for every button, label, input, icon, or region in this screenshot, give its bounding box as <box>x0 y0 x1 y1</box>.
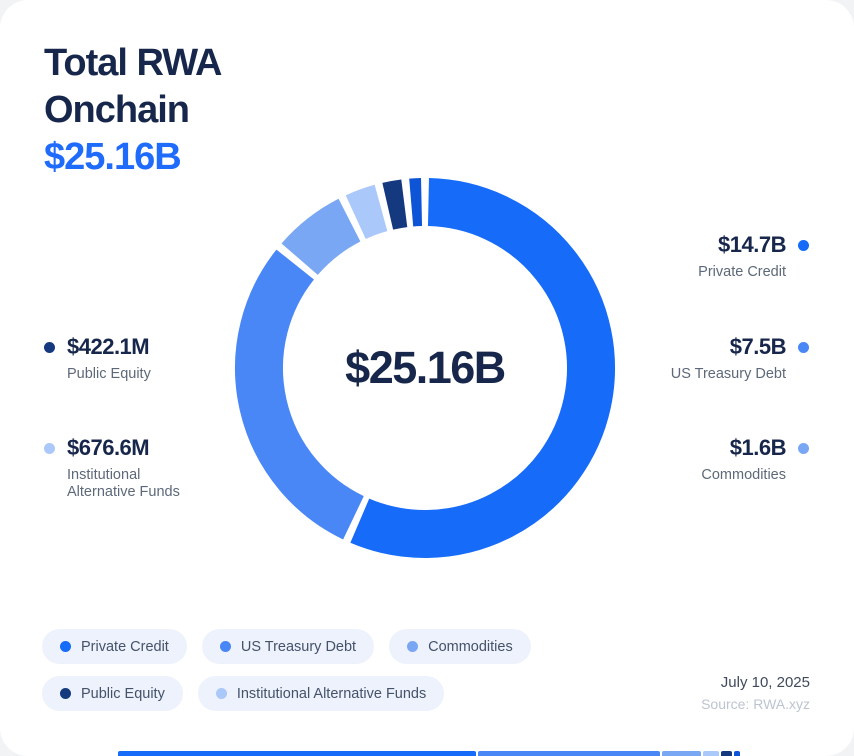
callout-value-row: $676.6M <box>44 435 187 461</box>
bottom-bar-segment-public-equity <box>721 751 732 756</box>
donut-segment-commodities[interactable] <box>281 198 362 276</box>
series-dot-icon <box>44 341 55 353</box>
legend-pill-label: Commodities <box>428 638 513 655</box>
donut-segment-public-equity[interactable] <box>382 179 408 230</box>
legend-pill-label: Public Equity <box>81 685 165 702</box>
callout-label: Private Credit <box>698 264 786 280</box>
callout-commodities: $1.6B Commodities <box>701 435 809 484</box>
footer: July 10, 2025 Source: RWA.xyz <box>701 674 810 712</box>
footer-date: July 10, 2025 <box>720 674 810 691</box>
legend-dot-icon <box>219 641 231 652</box>
legend-pill-label: Private Credit <box>81 638 169 655</box>
legend-pill-label: Institutional Alternative Funds <box>236 685 427 702</box>
callout-us-treasury-debt: $7.5B US Treasury Debt <box>671 334 809 383</box>
legend-row-1: Private Credit US Treasury Debt Commoditie… <box>42 629 602 664</box>
bottom-bar-segment-unlabeled-sliver <box>733 751 740 756</box>
series-dot-icon <box>44 442 55 454</box>
callout-label: US Treasury Debt <box>670 366 786 382</box>
callout-label: Institutional Alternative Funds <box>67 467 180 500</box>
bottom-bar-segment-commodities <box>662 751 701 756</box>
callout-label: Commodities <box>701 467 786 483</box>
donut-chart: $25.16B <box>215 158 635 578</box>
page-title: Total RWA Onchain $25.16B <box>44 40 222 181</box>
donut-segment-private-credit[interactable] <box>350 178 615 558</box>
legend-pill-public-equity[interactable]: Public Equity <box>42 676 183 711</box>
callout-institutional-alternative-funds: $676.6M Institutional Alternative Funds <box>44 435 187 501</box>
bottom-bar-segment-us-treasury-debt <box>477 751 661 756</box>
donut-segment-us-treasury-debt[interactable] <box>235 249 365 540</box>
callout-value-row: $1.6B <box>701 435 809 461</box>
legend-row-2: Public Equity Institutional Alternative F… <box>42 676 602 711</box>
title-total-value: $25.16B <box>44 136 182 178</box>
legend-dot-icon <box>60 641 71 652</box>
callout-value: $7.5B <box>729 334 787 359</box>
series-dot-icon <box>798 442 809 454</box>
legend-dot-icon <box>215 688 227 699</box>
legend-pill-institutional-alternative-funds[interactable]: Institutional Alternative Funds <box>197 676 445 711</box>
callout-value: $422.1M <box>67 334 150 359</box>
donut-segment-institutional-alternative-funds[interactable] <box>345 184 388 240</box>
callout-value: $14.7B <box>718 232 786 257</box>
callout-public-equity: $422.1M Public Equity <box>44 334 151 383</box>
legend-dot-icon <box>60 688 71 699</box>
legend: Private Credit US Treasury Debt Commoditie… <box>42 629 602 723</box>
legend-pill-commodities[interactable]: Commodities <box>389 629 531 664</box>
callout-value: $1.6B <box>729 435 787 460</box>
legend-pill-private-credit[interactable]: Private Credit <box>42 629 187 664</box>
footer-source: Source: RWA.xyz <box>701 696 810 712</box>
title-line-2: Onchain <box>44 89 190 131</box>
bottom-bar-segment-private-credit <box>118 751 476 756</box>
legend-dot-icon <box>407 641 419 652</box>
bottom-cutoff-bar <box>118 751 740 756</box>
callout-value: $676.6M <box>67 435 150 460</box>
callout-value-row: $7.5B <box>671 334 809 360</box>
legend-pill-us-treasury-debt[interactable]: US Treasury Debt <box>201 629 375 664</box>
donut-svg <box>235 178 615 558</box>
bottom-bar-segment-institutional-alternative-funds <box>702 751 720 756</box>
legend-pill-label: US Treasury Debt <box>240 638 357 655</box>
callout-value-row: $422.1M <box>44 334 151 360</box>
callout-private-credit: $14.7B Private Credit <box>698 232 809 281</box>
series-dot-icon <box>798 239 809 251</box>
title-line-1: Total RWA <box>44 42 222 84</box>
donut-segment-unlabeled-sliver[interactable] <box>409 178 423 227</box>
series-dot-icon <box>798 341 809 353</box>
callout-label: Public Equity <box>67 366 151 382</box>
callout-value-row: $14.7B <box>698 232 809 258</box>
